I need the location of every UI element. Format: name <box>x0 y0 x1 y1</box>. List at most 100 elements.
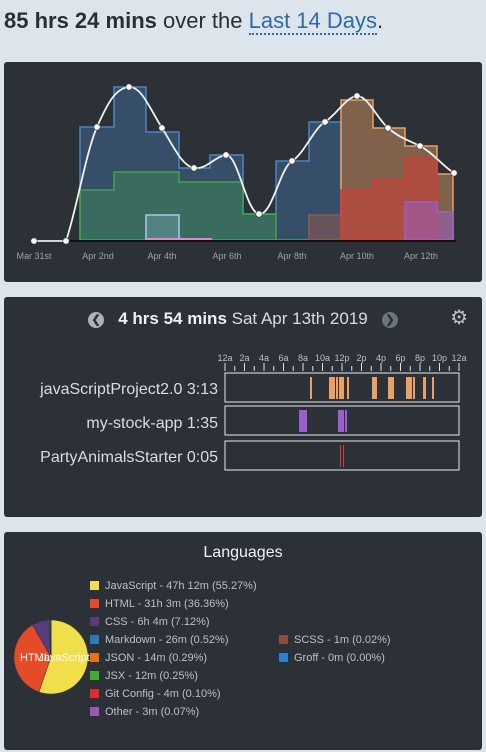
activity-chart-panel: Mar 31st Apr 2nd Apr 4th Apr 6th Apr 8th… <box>4 62 482 282</box>
languages-panel: Languages HTML JavaScript JavaScript - 4… <box>4 532 482 750</box>
legend-label: Other - 3m (0.07%) <box>105 706 200 718</box>
legend-label: Git Config - 4m (0.10%) <box>105 688 221 700</box>
hour-label: 4p <box>376 353 386 363</box>
hour-labels: 12a 2a 4a 6a 8a 10a 12p 2p 4p 6p 8p 10p … <box>217 353 466 363</box>
legend-item[interactable]: JSON - 14m (0.29%) <box>90 652 207 664</box>
project-time: 0:05 <box>186 449 218 466</box>
range-link[interactable]: Last 14 Days <box>248 8 377 35</box>
legend-label: JavaScript - 47h 12m (55.27%) <box>105 580 257 592</box>
legend-swatch <box>90 671 99 680</box>
hour-label: 10a <box>315 353 330 363</box>
activity-block <box>343 445 344 467</box>
timeline-chart: 12a 2a 4a 6a 8a 10a 12p 2p 4p 6p 8p 10p … <box>217 353 467 471</box>
legend-item[interactable]: Groff - 0m (0.00%) <box>279 652 385 664</box>
legend-swatch <box>90 635 99 644</box>
next-day-icon[interactable]: ❯ <box>381 312 398 328</box>
legend-swatch <box>90 581 99 590</box>
legend-item[interactable]: Git Config - 4m (0.10%) <box>90 688 221 700</box>
day-view-panel: ❮ 4 hrs 54 mins Sat Apr 13th 2019 ❯ ⚙ 12… <box>4 297 482 517</box>
legend-label: JSON - 14m (0.29%) <box>105 652 208 664</box>
total-point <box>353 92 361 100</box>
x-tick-label: Mar 31st <box>16 251 52 261</box>
hour-label: 12a <box>451 353 466 363</box>
brown-project-area <box>308 214 342 241</box>
legend-swatch <box>90 689 99 698</box>
lightblue-project-box <box>145 214 180 241</box>
hour-ticks <box>224 363 460 371</box>
activity-block <box>413 377 415 399</box>
headline-period: . <box>377 8 384 33</box>
legend-swatch <box>279 653 288 662</box>
activity-block <box>340 445 341 467</box>
hour-label: 2a <box>239 353 249 363</box>
total-point <box>288 157 296 165</box>
timeline-row-box <box>224 372 460 403</box>
total-point <box>125 83 133 91</box>
legend-label: CSS - 6h 4m (7.12%) <box>105 616 210 628</box>
legend-item[interactable]: CSS - 6h 4m (7.12%) <box>90 616 210 628</box>
activity-block <box>432 377 434 399</box>
x-tick-label: Apr 2nd <box>82 251 114 261</box>
project-row-1[interactable]: javaScriptProject2.0 3:13 <box>4 381 218 399</box>
legend-item[interactable]: JavaScript - 47h 12m (55.27%) <box>90 580 257 592</box>
headline-connector: over the <box>156 8 249 33</box>
languages-title: Languages <box>203 544 283 561</box>
hour-label: 2p <box>356 353 366 363</box>
project-row-2[interactable]: my-stock-app 1:35 <box>4 415 218 433</box>
pie-slice[interactable] <box>13 624 52 693</box>
project-3-activity <box>340 445 344 467</box>
activity-chart: Mar 31st Apr 2nd Apr 4th Apr 6th Apr 8th… <box>16 83 458 261</box>
gear-icon[interactable]: ⚙ <box>450 307 468 329</box>
prev-day-icon[interactable]: ❮ <box>88 312 105 328</box>
activity-block <box>329 377 335 399</box>
day-date: Sat Apr 13th 2019 <box>231 309 368 328</box>
pie-slice[interactable] <box>38 619 89 695</box>
pink-project-bar <box>146 238 212 241</box>
pie-label-javascript: JavaScript <box>38 652 89 664</box>
total-point <box>158 124 166 132</box>
green-project-area <box>79 171 309 241</box>
legend-item[interactable]: Other - 3m (0.07%) <box>90 706 199 718</box>
activity-block <box>299 410 305 432</box>
timeline-row-box <box>224 405 460 436</box>
x-tick-label: Apr 12th <box>404 251 438 261</box>
x-tick-label: Apr 8th <box>277 251 306 261</box>
legend-swatch <box>90 707 99 716</box>
total-point <box>93 123 101 131</box>
activity-block <box>310 377 312 399</box>
day-total: 4 hrs 54 mins <box>118 309 227 328</box>
languages-pie: HTML JavaScript <box>13 619 90 695</box>
hour-label: 8a <box>298 353 308 363</box>
hour-label: 8p <box>415 353 425 363</box>
project-name[interactable]: my-stock-app <box>86 415 183 432</box>
legend-label: JSX - 12m (0.25%) <box>105 670 198 682</box>
activity-block <box>336 377 338 399</box>
legend-item[interactable]: HTML - 31h 3m (36.36%) <box>90 598 229 610</box>
project-row-3[interactable]: PartyAnimalsStarter 0:05 <box>4 449 218 467</box>
legend-item[interactable]: JSX - 12m (0.25%) <box>90 670 198 682</box>
legend-swatch <box>279 635 288 644</box>
timeline-row-box <box>224 440 460 471</box>
project-time: 1:35 <box>186 415 218 432</box>
x-tick-label: Apr 6th <box>212 251 241 261</box>
activity-block <box>406 377 412 399</box>
pie-slices <box>13 619 89 695</box>
project-name[interactable]: PartyAnimalsStarter <box>40 449 183 466</box>
legend-label: HTML - 31h 3m (36.36%) <box>105 598 229 610</box>
legend-label: Groff - 0m (0.00%) <box>294 652 385 664</box>
project-time: 3:13 <box>186 381 218 398</box>
total-point <box>190 164 198 172</box>
legend-item[interactable]: Markdown - 26m (0.52%) <box>90 634 229 646</box>
activity-block <box>345 410 347 432</box>
project-name[interactable]: javaScriptProject2.0 <box>40 381 183 398</box>
legend-item[interactable]: SCSS - 1m (0.02%) <box>279 634 391 646</box>
total-point <box>62 237 70 245</box>
hour-label: 12p <box>334 353 349 363</box>
legend-label: Markdown - 26m (0.52%) <box>105 634 229 646</box>
activity-block <box>338 410 344 432</box>
activity-block <box>423 377 426 399</box>
legend-swatch <box>90 653 99 662</box>
total-point <box>321 118 329 126</box>
total-point <box>450 169 458 177</box>
hour-label: 6a <box>278 353 288 363</box>
